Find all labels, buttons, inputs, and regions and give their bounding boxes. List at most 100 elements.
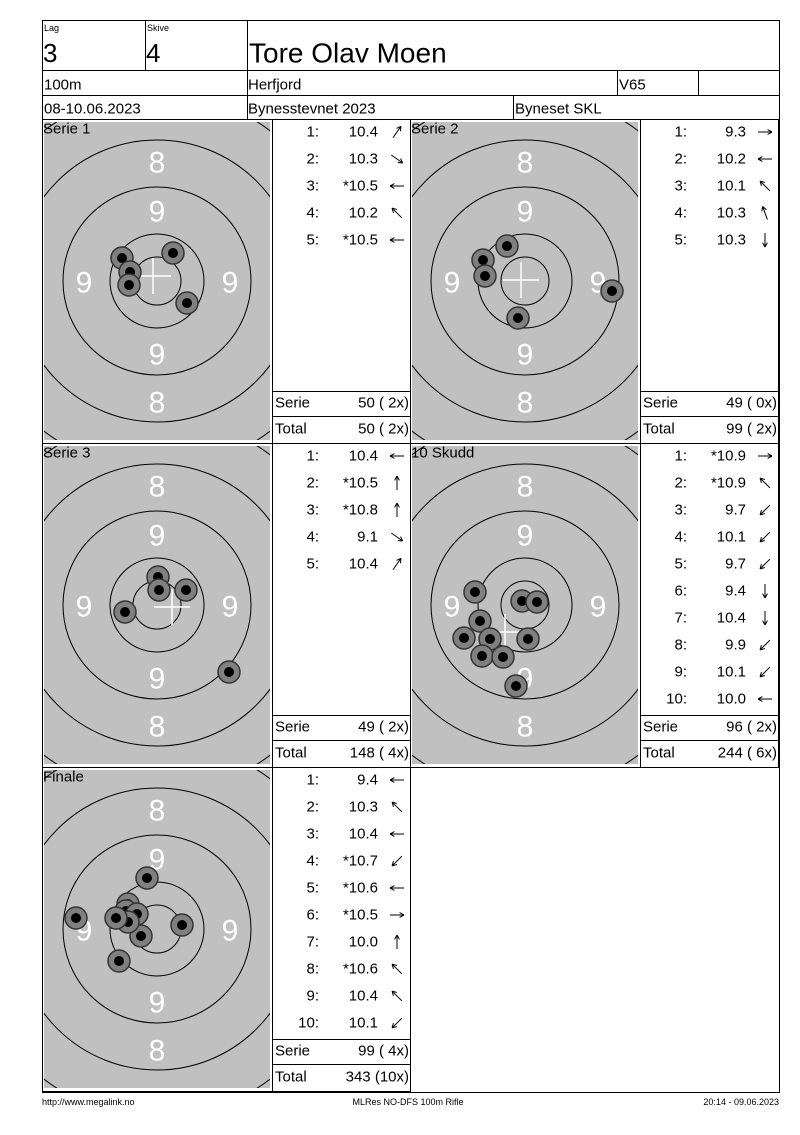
shot-center <box>71 913 81 923</box>
ring-label: 8 <box>149 711 166 744</box>
shot-direction <box>390 154 404 164</box>
ring-label: 9 <box>76 591 93 624</box>
serie-score: 49 ( 0x) <box>726 395 777 412</box>
ring-label: 9 <box>222 591 239 624</box>
shot-center <box>477 651 487 661</box>
target-ring <box>412 139 638 423</box>
lag-label: Lag <box>44 23 59 33</box>
shot-direction <box>762 611 768 626</box>
shot-number: 9: <box>674 664 687 681</box>
ring-label: 9 <box>444 591 461 624</box>
target-ring <box>109 233 205 329</box>
ring-label: 9 <box>222 915 239 948</box>
shot-score: 9.7 <box>725 502 746 519</box>
ring-label: 9 <box>517 196 534 229</box>
shot-score: 9.7 <box>725 556 746 573</box>
total-label: Total <box>275 421 307 438</box>
shot-direction <box>758 453 773 459</box>
shot-center <box>532 597 542 607</box>
shot-center <box>168 248 178 258</box>
shot-number: 1: <box>306 772 319 789</box>
ring-label: 9 <box>149 520 166 553</box>
shot-number: 1: <box>674 124 687 141</box>
serie-score: 50 ( 2x) <box>358 395 409 412</box>
panel-title: 10 Skudd <box>411 445 474 462</box>
ring-label: 8 <box>149 471 166 504</box>
shot-number: 4: <box>674 205 687 222</box>
target-background <box>44 446 270 764</box>
shot-direction <box>759 180 771 192</box>
serie-label: Serie <box>275 395 310 412</box>
shot-center <box>154 585 164 595</box>
shot-score: 10.4 <box>349 556 378 573</box>
serie-score: 99 ( 4x) <box>358 1043 409 1060</box>
shot-center <box>111 913 121 923</box>
shot-score: 9.1 <box>357 529 378 546</box>
shot-number: 2: <box>306 475 319 492</box>
shot-number: 1: <box>306 448 319 465</box>
shot-number: 1: <box>306 124 319 141</box>
shot-direction <box>389 885 404 891</box>
skive-label: Skive <box>147 23 169 33</box>
total-score: 244 ( 6x) <box>718 745 777 762</box>
shot-center <box>124 280 134 290</box>
shot-score: 10.3 <box>717 205 746 222</box>
shot-score: *10.7 <box>343 853 378 870</box>
shot-center <box>480 271 490 281</box>
shot-number: 5: <box>674 232 687 249</box>
total-label: Total <box>275 745 307 762</box>
ring-label: 9 <box>149 196 166 229</box>
panel-title: Serie 1 <box>43 121 91 138</box>
shot-center <box>511 681 521 691</box>
shot-direction <box>389 831 404 837</box>
shot-direction <box>389 237 404 243</box>
shot-score: 9.9 <box>725 637 746 654</box>
serie-score: 96 ( 2x) <box>726 719 777 736</box>
shot-direction <box>759 666 771 678</box>
shot-direction <box>757 696 772 702</box>
ring-label: 8 <box>149 387 166 420</box>
shot-score: 10.1 <box>349 1015 378 1032</box>
organizer: Byneset SKL <box>515 101 602 118</box>
shot-number: 7: <box>674 610 687 627</box>
shot-score: *10.5 <box>343 232 378 249</box>
shot-center <box>142 873 152 883</box>
serie-label: Serie <box>275 719 310 736</box>
skive: 4 <box>146 38 160 68</box>
shot-center <box>485 634 495 644</box>
shot-direction <box>391 855 403 867</box>
shot-direction <box>394 502 400 517</box>
shot-score: 9.3 <box>725 124 746 141</box>
shot-direction <box>759 504 771 516</box>
shot-score: 10.2 <box>349 205 378 222</box>
shot-direction <box>391 207 403 219</box>
shot-direction <box>390 532 404 542</box>
target-ring <box>62 834 252 1024</box>
shot-number: 4: <box>306 529 319 546</box>
shot-center <box>513 313 523 323</box>
shot-number: 10: <box>298 1015 319 1032</box>
shot-score: *10.5 <box>343 178 378 195</box>
shot-score: 9.4 <box>725 583 746 600</box>
target-ring <box>412 463 638 747</box>
series-panel: 8 8 9 9 9 9 Serie 1 1: 10.4 2: 10.3 3: *10.5 4: 10.2 5:… <box>42 119 411 444</box>
shot-direction <box>389 453 404 459</box>
shot-direction <box>390 912 405 918</box>
shot-score: 10.4 <box>349 448 378 465</box>
serie-label: Serie <box>643 719 678 736</box>
shot-center <box>523 634 533 644</box>
shot-score: 10.4 <box>349 826 378 843</box>
shot-center <box>470 587 480 597</box>
shot-number: 4: <box>306 853 319 870</box>
shot-center <box>114 956 124 966</box>
shooter-name: Tore Olav Moen <box>249 38 447 69</box>
total-score: 343 (10x) <box>346 1069 409 1086</box>
target-background <box>412 122 638 440</box>
shot-score: 10.1 <box>717 529 746 546</box>
ring-label: 8 <box>517 387 534 420</box>
target-ring <box>477 557 573 653</box>
